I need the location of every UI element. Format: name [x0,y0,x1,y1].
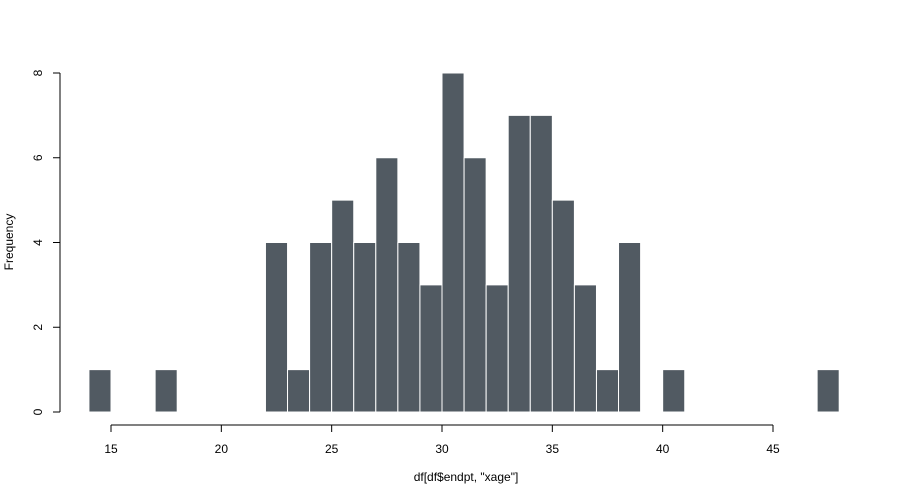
x-axis: 15 20 25 30 35 40 45 [104,424,780,456]
histogram-bar [551,199,575,413]
histogram-bar [375,157,399,413]
x-tick-label: 35 [546,442,560,456]
histogram-bar [463,157,487,413]
histogram-bar [662,369,686,413]
y-axis: 0 2 4 6 8 [31,69,61,415]
y-tick-label: 0 [31,408,45,415]
y-tick-label: 8 [31,69,45,76]
x-tick-label: 15 [104,442,118,456]
y-tick-label: 2 [31,324,45,331]
x-tick-label: 20 [215,442,229,456]
bars-group [88,72,840,413]
y-axis-title: Frequency [2,214,16,271]
histogram-bar [331,199,355,413]
histogram-bar [264,242,289,413]
x-tick-label: 45 [766,442,780,456]
histogram-bar [88,369,112,413]
x-tick-label: 40 [656,442,670,456]
x-axis-title: df[df$endpt, "xage"] [414,470,519,484]
histogram-bar [507,114,531,413]
histogram-bar [573,284,597,413]
histogram-bar [595,369,620,413]
histogram-bar [287,369,311,413]
histogram-bar [309,242,333,413]
histogram-bar [618,242,642,413]
histogram-bar [353,242,377,413]
histogram-bar [485,284,509,413]
histogram-bar [397,242,421,413]
x-tick-label: 25 [325,442,339,456]
histogram-bar [154,369,178,413]
histogram-bar [441,72,465,413]
y-tick-label: 6 [31,154,45,161]
histogram-bar [529,114,553,413]
histogram-bar [419,284,443,413]
histogram-bar [816,369,840,413]
x-tick-label: 30 [435,442,449,456]
y-tick-label: 4 [31,239,45,246]
